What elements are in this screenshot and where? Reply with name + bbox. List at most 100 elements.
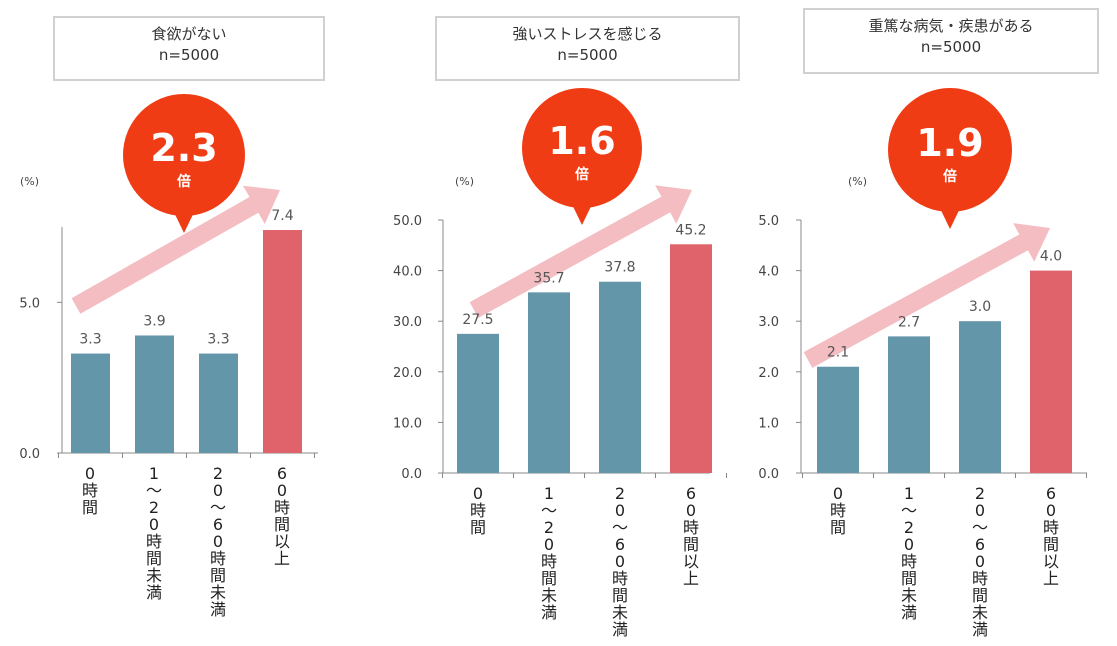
y-unit-label: (%)	[455, 175, 474, 188]
category-label-char: 0	[686, 501, 696, 520]
category-label-char: 時	[541, 552, 557, 571]
category-label-char: 0	[277, 481, 287, 500]
category-label: 2 0 ～ 6 0 時間未満	[972, 484, 988, 639]
category-label-char: 間	[683, 535, 699, 554]
y-unit-label: (%)	[20, 175, 39, 188]
category-label-char: 6	[975, 535, 985, 554]
chart-title: 食欲がない	[151, 25, 227, 43]
category-label-char: 間	[274, 515, 290, 534]
y-tick-label: 50.0	[393, 214, 422, 229]
bar	[263, 230, 302, 453]
category-label-char: 6	[686, 484, 696, 503]
category-label-char: 間	[972, 586, 988, 605]
category-label-char: 未	[210, 583, 226, 602]
category-label-char: 満	[972, 620, 988, 639]
category-label: 6 0 時間以上	[274, 464, 290, 568]
ratio-badge	[888, 88, 1012, 212]
chart-title-box-illness: 重篤な病気・疾患がある n=5000	[803, 8, 1099, 74]
category-label-char: 0	[904, 535, 914, 554]
category-label-char: 2	[975, 484, 985, 503]
category-label: 0 時間	[82, 464, 98, 517]
category-label: 1 ～ 2 0 時間未満	[541, 484, 557, 622]
chart-title: 強いストレスを感じる	[512, 25, 663, 43]
y-tick-label: 5.0	[758, 214, 779, 229]
category-label-char: 時	[972, 569, 988, 588]
category-label-char: 満	[210, 600, 226, 619]
chart-subtitle: n=5000	[158, 46, 220, 64]
category-label-char: 間	[1043, 535, 1059, 554]
y-tick-label: 2.0	[758, 366, 779, 381]
bar	[1030, 270, 1072, 473]
y-tick-label: 0.0	[401, 467, 422, 482]
category-label-char: 時	[901, 552, 917, 571]
category-label-char: 間	[470, 518, 486, 537]
y-tick-label: 0.0	[19, 447, 40, 462]
y-tick-label: 10.0	[393, 416, 422, 431]
category-label-char: 間	[146, 549, 162, 568]
category-label-char: ～	[972, 518, 988, 537]
category-label-char: 間	[901, 569, 917, 588]
category-label-char: 時	[470, 501, 486, 520]
category-label-char: 満	[901, 603, 917, 622]
category-label-char: 上	[1043, 569, 1059, 588]
chart-title-box-appetite: 食欲がない n=5000	[53, 16, 325, 81]
category-label-char: 0	[833, 484, 843, 503]
category-label: 1 ～ 2 0 時間未満	[146, 464, 162, 602]
ratio-unit: 倍	[575, 166, 589, 183]
category-label-char: 0	[975, 552, 985, 571]
category-label-char: 時	[612, 569, 628, 588]
ratio-value: 1.9	[916, 121, 983, 165]
category-label-char: 満	[146, 583, 162, 602]
category-label-char: 0	[1046, 501, 1056, 520]
category-label-char: 6	[615, 535, 625, 554]
category-label-char: ～	[210, 498, 226, 517]
category-label-char: 2	[213, 464, 223, 483]
data-label: 3.3	[207, 332, 229, 348]
category-label-char: 間	[830, 518, 846, 537]
data-label: 35.7	[533, 270, 564, 286]
category-label-char: 満	[612, 620, 628, 639]
ratio-badge	[123, 94, 245, 216]
category-label-char: 6	[1046, 484, 1056, 503]
bar	[71, 353, 110, 453]
category-label-char: 6	[213, 515, 223, 534]
category-label-char: ～	[612, 518, 628, 537]
bar	[959, 321, 1001, 473]
y-tick-label: 0.0	[758, 467, 779, 482]
category-label-char: ～	[901, 501, 917, 520]
data-label: 27.5	[462, 312, 493, 328]
category-label-char: 0	[544, 535, 554, 554]
category-label: 2 0 ～ 6 0 時間未満	[612, 484, 628, 639]
chart-title: 重篤な病気・疾患がある	[868, 17, 1034, 35]
category-label-char: 満	[541, 603, 557, 622]
bar	[670, 244, 712, 473]
category-label-char: 0	[975, 501, 985, 520]
category-label-char: 0	[85, 464, 95, 483]
category-label-char: 間	[210, 566, 226, 585]
category-label-char: 0	[473, 484, 483, 503]
category-label-char: 未	[612, 603, 628, 622]
category-label-char: 2	[544, 518, 554, 537]
category-label-char: 未	[901, 586, 917, 605]
category-label: 0 時間	[830, 484, 846, 537]
category-label-char: 0	[615, 552, 625, 571]
ratio-unit: 倍	[943, 168, 957, 185]
trend-arrow	[803, 223, 1050, 368]
data-label: 3.0	[969, 299, 991, 315]
bar	[199, 353, 238, 453]
category-label-char: 未	[972, 603, 988, 622]
category-label-char: ～	[541, 501, 557, 520]
bar	[599, 281, 641, 473]
category-label-char: 0	[213, 532, 223, 551]
data-label: 4.0	[1040, 249, 1062, 265]
category-label-char: 以	[274, 532, 290, 551]
category-label-char: 0	[149, 515, 159, 534]
y-tick-label: 4.0	[758, 265, 779, 280]
bar	[817, 366, 859, 473]
category-label-char: 時	[82, 481, 98, 500]
chart-subtitle: n=5000	[920, 38, 982, 56]
y-tick-label: 20.0	[393, 366, 422, 381]
category-label-char: 時	[274, 498, 290, 517]
data-label: 7.4	[271, 208, 293, 224]
